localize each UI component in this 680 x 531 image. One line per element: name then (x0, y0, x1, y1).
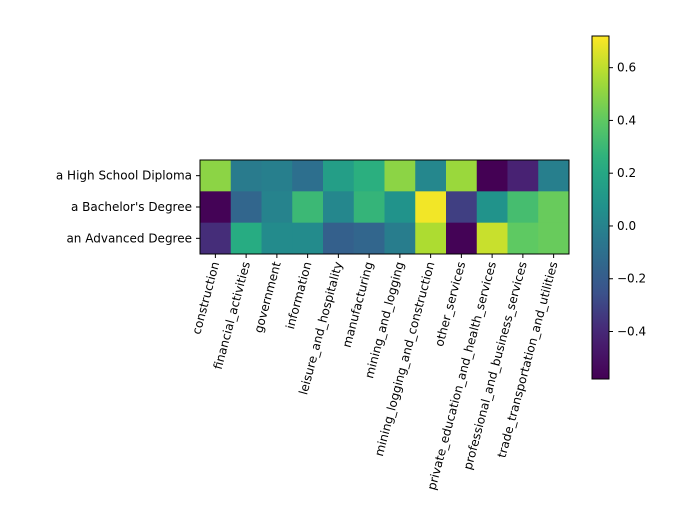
heatmap-cell (261, 222, 293, 255)
heatmap-cell (476, 222, 508, 255)
column-label: mining_logging_and_construction (372, 260, 438, 458)
heatmap-cell (507, 222, 539, 255)
heatmap-cells (199, 159, 570, 255)
heatmap-cell (261, 191, 293, 224)
row-labels: a High School Diploma a Bachelor's Degree… (56, 169, 200, 245)
heatmap-cell (353, 191, 385, 224)
heatmap-cell (200, 160, 232, 192)
column-label: manufacturing (340, 260, 376, 349)
heatmap-cell (538, 160, 570, 192)
heatmap-cell (446, 191, 478, 224)
heatmap-cell (538, 191, 570, 224)
row-label: a High School Diploma (56, 169, 192, 183)
heatmap-cell (292, 160, 324, 192)
colorbar-tick-label: 0.4 (617, 113, 636, 127)
column-label: information (283, 260, 314, 331)
colorbar-gradient (591, 35, 610, 380)
heatmap-cell (230, 160, 262, 192)
heatmap-cell (415, 222, 447, 255)
column-label: other_services (432, 260, 468, 348)
heatmap-cell (353, 160, 385, 192)
heatmap-cell (230, 191, 262, 224)
colorbar: −0.4 −0.2 0.0 0.2 0.4 0.6 (591, 35, 646, 380)
heatmap-cell (230, 222, 262, 255)
column-label: trade_transportation_and_utilities (495, 260, 561, 459)
heatmap-cell (323, 222, 355, 255)
colorbar-tick-label: −0.2 (617, 272, 646, 286)
heatmap-cell (292, 222, 324, 255)
heatmap-cell (323, 160, 355, 192)
heatmap-cell (415, 191, 447, 224)
row-label: an Advanced Degree (66, 231, 192, 245)
heatmap-cell (384, 191, 416, 224)
column-label: construction (189, 260, 222, 336)
heatmap-cell (538, 222, 570, 255)
heatmap-cell (200, 191, 232, 224)
colorbar-tick-label: 0.2 (617, 166, 636, 180)
heatmap-cell (323, 191, 355, 224)
colorbar-tick-label: 0.0 (617, 219, 636, 233)
heatmap-cell (200, 222, 232, 255)
heatmap-cell (384, 222, 416, 255)
colorbar-tick-label: −0.4 (617, 325, 646, 339)
heatmap-cell (476, 160, 508, 192)
column-labels: constructionfinancial_activitiesgovernme… (189, 254, 561, 492)
column-label: government (251, 260, 284, 335)
heatmap-cell (261, 160, 293, 192)
heatmap-cell (476, 191, 508, 224)
heatmap-cell (384, 160, 416, 192)
heatmap-cell (507, 160, 539, 192)
heatmap-cell (446, 160, 478, 192)
heatmap-cell (415, 160, 447, 192)
colorbar-tick-label: 0.6 (617, 61, 636, 75)
heatmap-cell (507, 191, 539, 224)
heatmap-cell (353, 222, 385, 255)
heatmap-cell (446, 222, 478, 255)
heatmap-cell (292, 191, 324, 224)
row-label: a Bachelor's Degree (71, 200, 192, 214)
